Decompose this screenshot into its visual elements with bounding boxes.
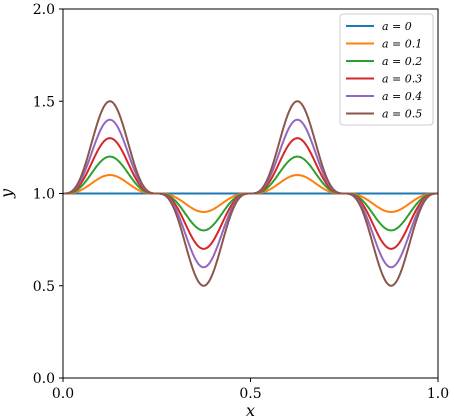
- legend-label: a = 0.5: [382, 108, 422, 121]
- x-tick-label: 0.5: [239, 386, 261, 402]
- y-tick-label: 2.0: [33, 2, 55, 18]
- series-line-5: [63, 100, 438, 287]
- legend-label: a = 0: [382, 20, 412, 33]
- y-axis-ticks: 0.0 0.5 1.0 1.5 2.0: [33, 2, 63, 387]
- series-layer: [63, 100, 438, 287]
- legend-label: a = 0.3: [382, 73, 422, 86]
- x-tick-label: 1.0: [427, 386, 449, 402]
- x-axis-label: x: [246, 401, 255, 420]
- y-tick-label: 0.5: [33, 279, 55, 295]
- x-axis-ticks: 0.0 0.5 1.0: [52, 378, 449, 402]
- legend-label: a = 0.4: [382, 90, 422, 103]
- y-tick-label: 0.0: [33, 371, 55, 387]
- y-tick-label: 1.5: [33, 94, 55, 110]
- legend-label: a = 0.1: [382, 38, 422, 51]
- legend-label: a = 0.2: [382, 55, 422, 68]
- legend: a = 0 a = 0.1 a = 0.2 a = 0.3 a = 0.4 a = 0.5: [339, 13, 434, 126]
- y-axis-label: y: [0, 188, 16, 199]
- legend-box: [339, 13, 434, 126]
- x-tick-label: 0.0: [52, 386, 74, 402]
- y-tick-label: 1.0: [33, 187, 55, 203]
